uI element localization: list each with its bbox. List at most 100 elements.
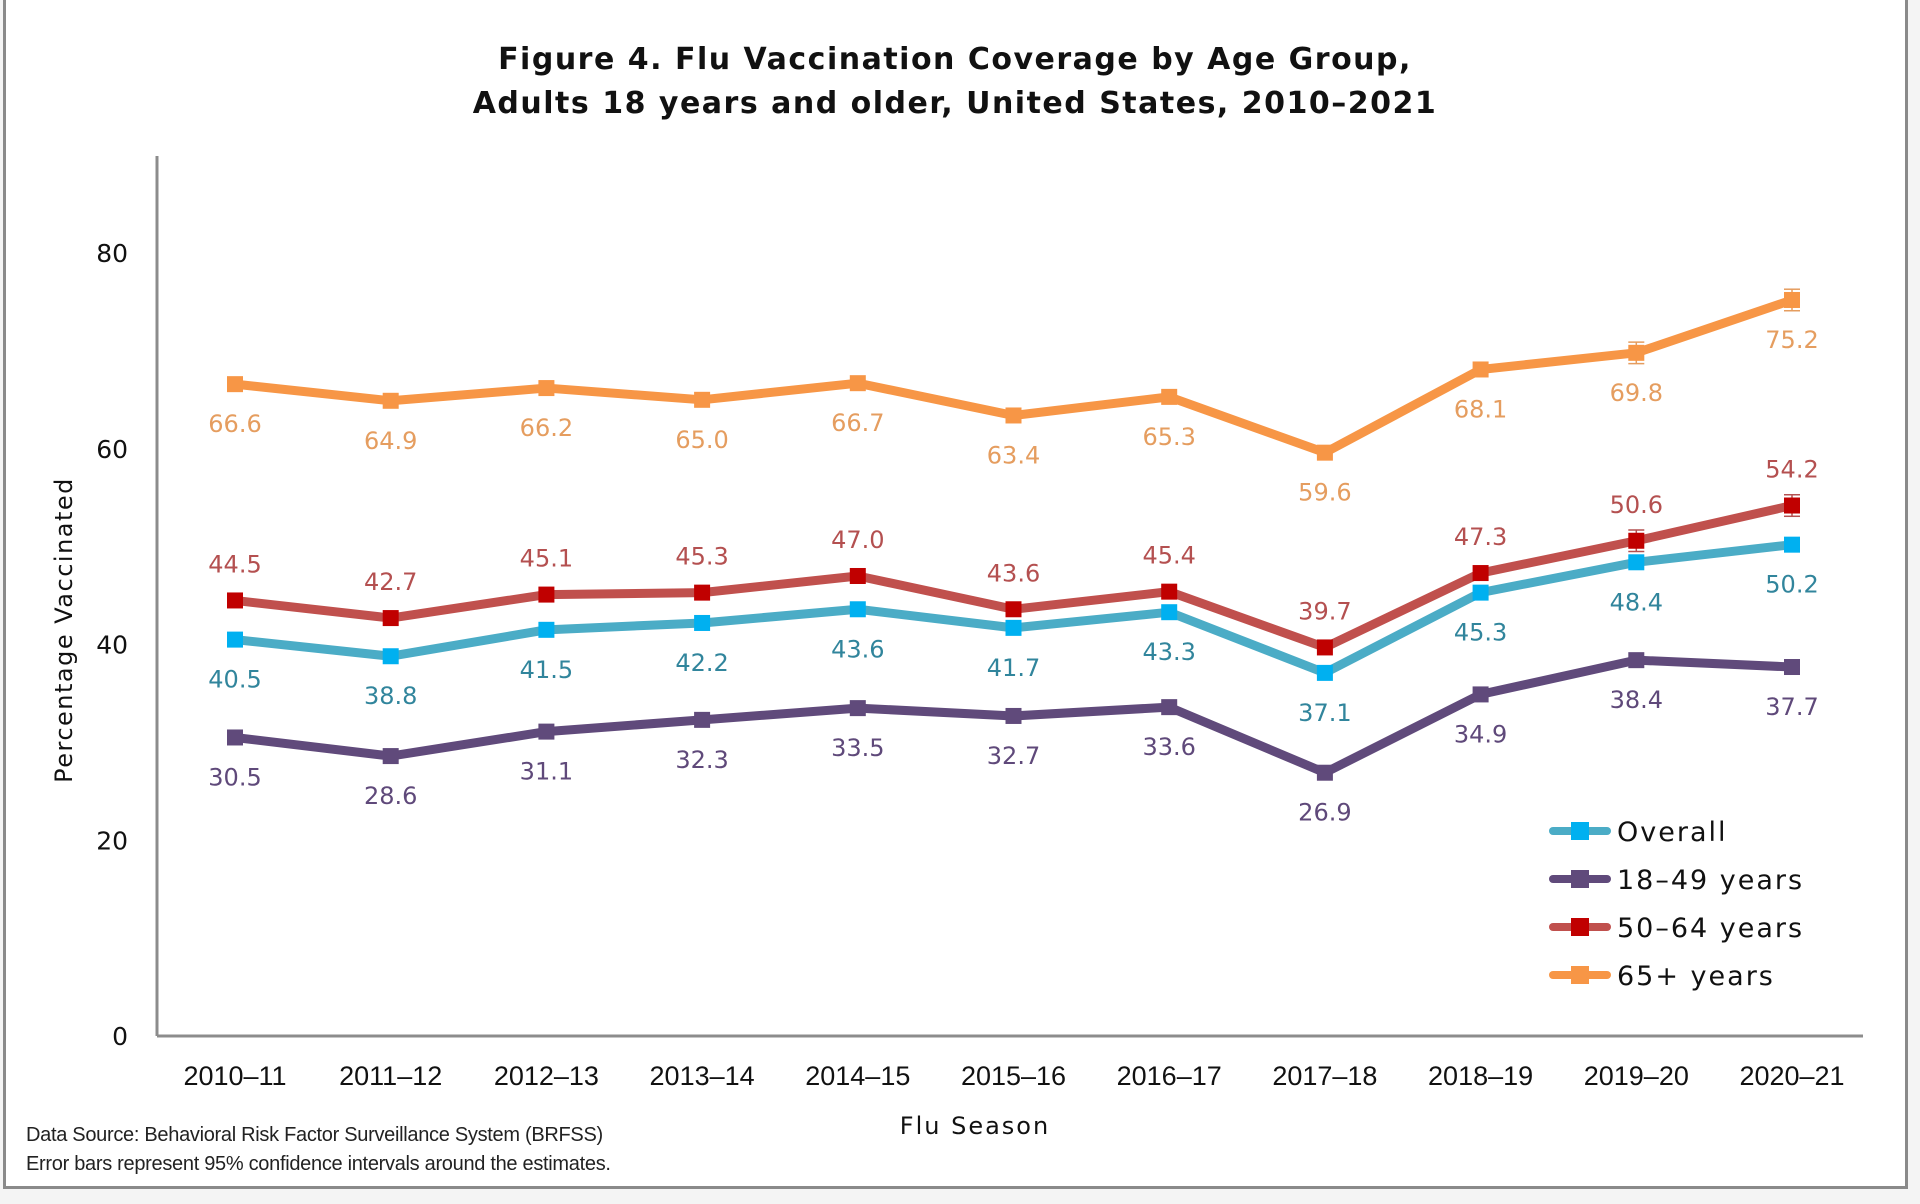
data-label: 34.9 <box>1454 720 1507 748</box>
data-label: 59.6 <box>1298 479 1351 507</box>
data-point-marker <box>382 392 399 409</box>
legend-item: 50–64 years <box>1549 913 1804 944</box>
data-point-marker <box>1784 291 1800 308</box>
axes <box>155 156 1863 1038</box>
data-label: 75.2 <box>1765 326 1818 354</box>
data-label: 33.6 <box>1142 733 1195 761</box>
data-label: 63.4 <box>987 441 1040 469</box>
series-50-64-years: 44.5 42.7 45.1 45.3 47.0 43.6 45.4 39.7 47.3 50.6… <box>208 456 1819 656</box>
legend-label: 50–64 years <box>1617 913 1804 944</box>
legend-item: 65+ years <box>1549 961 1773 992</box>
data-point-marker <box>1472 686 1489 703</box>
data-point-marker <box>1784 536 1800 553</box>
x-tick-label: 2015–16 <box>961 1061 1066 1091</box>
x-tick-label: 2012–13 <box>494 1061 599 1091</box>
data-point-marker <box>1316 639 1333 656</box>
data-point-marker <box>1316 764 1333 781</box>
legend-label: 18–49 years <box>1617 865 1804 896</box>
data-point-marker <box>1628 532 1645 549</box>
legend: Overall 18–49 years 50–64 years 65+ years <box>1549 817 1804 992</box>
data-label: 54.2 <box>1765 456 1818 484</box>
data-label: 43.6 <box>987 559 1040 587</box>
data-point-marker <box>1005 619 1022 636</box>
legend-item: Overall <box>1549 817 1726 848</box>
x-tick-label: 2016–17 <box>1117 1061 1222 1091</box>
data-label: 45.4 <box>1142 542 1195 570</box>
data-point-marker <box>1161 583 1178 600</box>
legend-item: 18–49 years <box>1549 865 1804 896</box>
y-tick-label: 80 <box>96 239 128 268</box>
x-tick-label: 2020–21 <box>1739 1061 1844 1091</box>
data-point-marker <box>538 723 555 740</box>
data-label: 66.7 <box>831 409 884 437</box>
data-point-marker <box>694 614 711 631</box>
chart-title: Figure 4. Flu Vaccination Coverage by Ag… <box>498 42 1412 77</box>
y-axis-title: Percentage Vaccinated <box>50 477 78 783</box>
series-overall: 40.5 38.8 41.5 42.2 43.6 41.7 43.3 37.1 45.3 48.4… <box>208 536 1819 727</box>
chart-subtitle: Adults 18 years and older, United States… <box>472 86 1438 121</box>
data-point-marker <box>1161 604 1178 621</box>
x-axis-title: Flu Season <box>900 1112 1050 1140</box>
data-point-marker <box>1784 659 1800 676</box>
legend-marker-swatch <box>1571 870 1589 888</box>
data-label: 65.3 <box>1142 423 1195 451</box>
x-tick-label: 2010–11 <box>183 1061 286 1091</box>
data-label: 66.2 <box>520 414 573 442</box>
data-label: 30.5 <box>208 763 261 791</box>
data-label: 33.5 <box>831 734 884 762</box>
data-label: 26.9 <box>1298 799 1351 827</box>
data-point-marker <box>1161 388 1178 405</box>
data-point-marker <box>1005 601 1022 618</box>
x-tick-label: 2018–19 <box>1428 1061 1533 1091</box>
data-point-marker <box>1784 497 1800 514</box>
data-label: 65.0 <box>675 426 728 454</box>
data-point-marker <box>538 380 555 397</box>
x-tick-label: 2013–14 <box>650 1061 755 1091</box>
data-point-marker <box>849 700 866 717</box>
y-tick-label: 60 <box>96 435 128 464</box>
legend-marker-swatch <box>1571 822 1589 840</box>
x-tick-labels: 2010–11 2011–12 2012–13 2013–14 2014–15 2015–… <box>183 1061 1844 1091</box>
data-label: 28.6 <box>364 782 417 810</box>
data-label: 32.7 <box>987 742 1040 770</box>
data-label: 38.8 <box>364 682 417 710</box>
data-point-marker <box>538 586 555 603</box>
data-label: 50.2 <box>1765 571 1818 599</box>
data-point-marker <box>849 601 866 618</box>
data-label: 68.1 <box>1454 395 1507 423</box>
data-point-marker <box>1472 361 1489 378</box>
data-label: 40.5 <box>208 666 261 694</box>
series-65-years: 66.6 64.9 66.2 65.0 66.7 63.4 65.3 59.6 68.1 69.8… <box>208 288 1819 507</box>
data-label: 41.5 <box>520 656 573 684</box>
data-point-marker <box>1316 664 1333 681</box>
data-point-marker <box>1472 584 1489 601</box>
y-tick-label: 40 <box>96 631 128 660</box>
data-point-marker <box>382 748 399 765</box>
series-line <box>234 295 1794 458</box>
data-label: 69.8 <box>1610 379 1663 407</box>
data-label: 48.4 <box>1610 588 1663 616</box>
data-label: 44.5 <box>208 550 261 578</box>
data-label: 31.1 <box>520 758 573 786</box>
data-label: 50.6 <box>1610 491 1663 519</box>
data-label: 45.3 <box>1454 619 1507 647</box>
data-point-marker <box>849 567 866 584</box>
data-label: 43.3 <box>1142 638 1195 666</box>
data-source-note: Data Source: Behavioral Risk Factor Surv… <box>26 1124 603 1146</box>
data-label: 64.9 <box>364 427 417 455</box>
y-tick-labels: 0 20 40 60 80 <box>96 239 128 1051</box>
data-point-marker <box>694 711 711 728</box>
data-label: 41.7 <box>987 654 1040 682</box>
data-point-marker <box>538 621 555 638</box>
data-point-marker <box>1161 699 1178 716</box>
data-point-marker <box>694 391 711 408</box>
data-label: 37.1 <box>1298 699 1351 727</box>
data-label: 43.6 <box>831 635 884 663</box>
x-tick-label: 2011–12 <box>339 1061 442 1091</box>
data-label: 45.3 <box>675 543 728 571</box>
data-label: 39.7 <box>1298 597 1351 625</box>
data-point-marker <box>1628 344 1645 361</box>
data-point-marker <box>849 375 866 392</box>
data-point-marker <box>1316 444 1333 461</box>
